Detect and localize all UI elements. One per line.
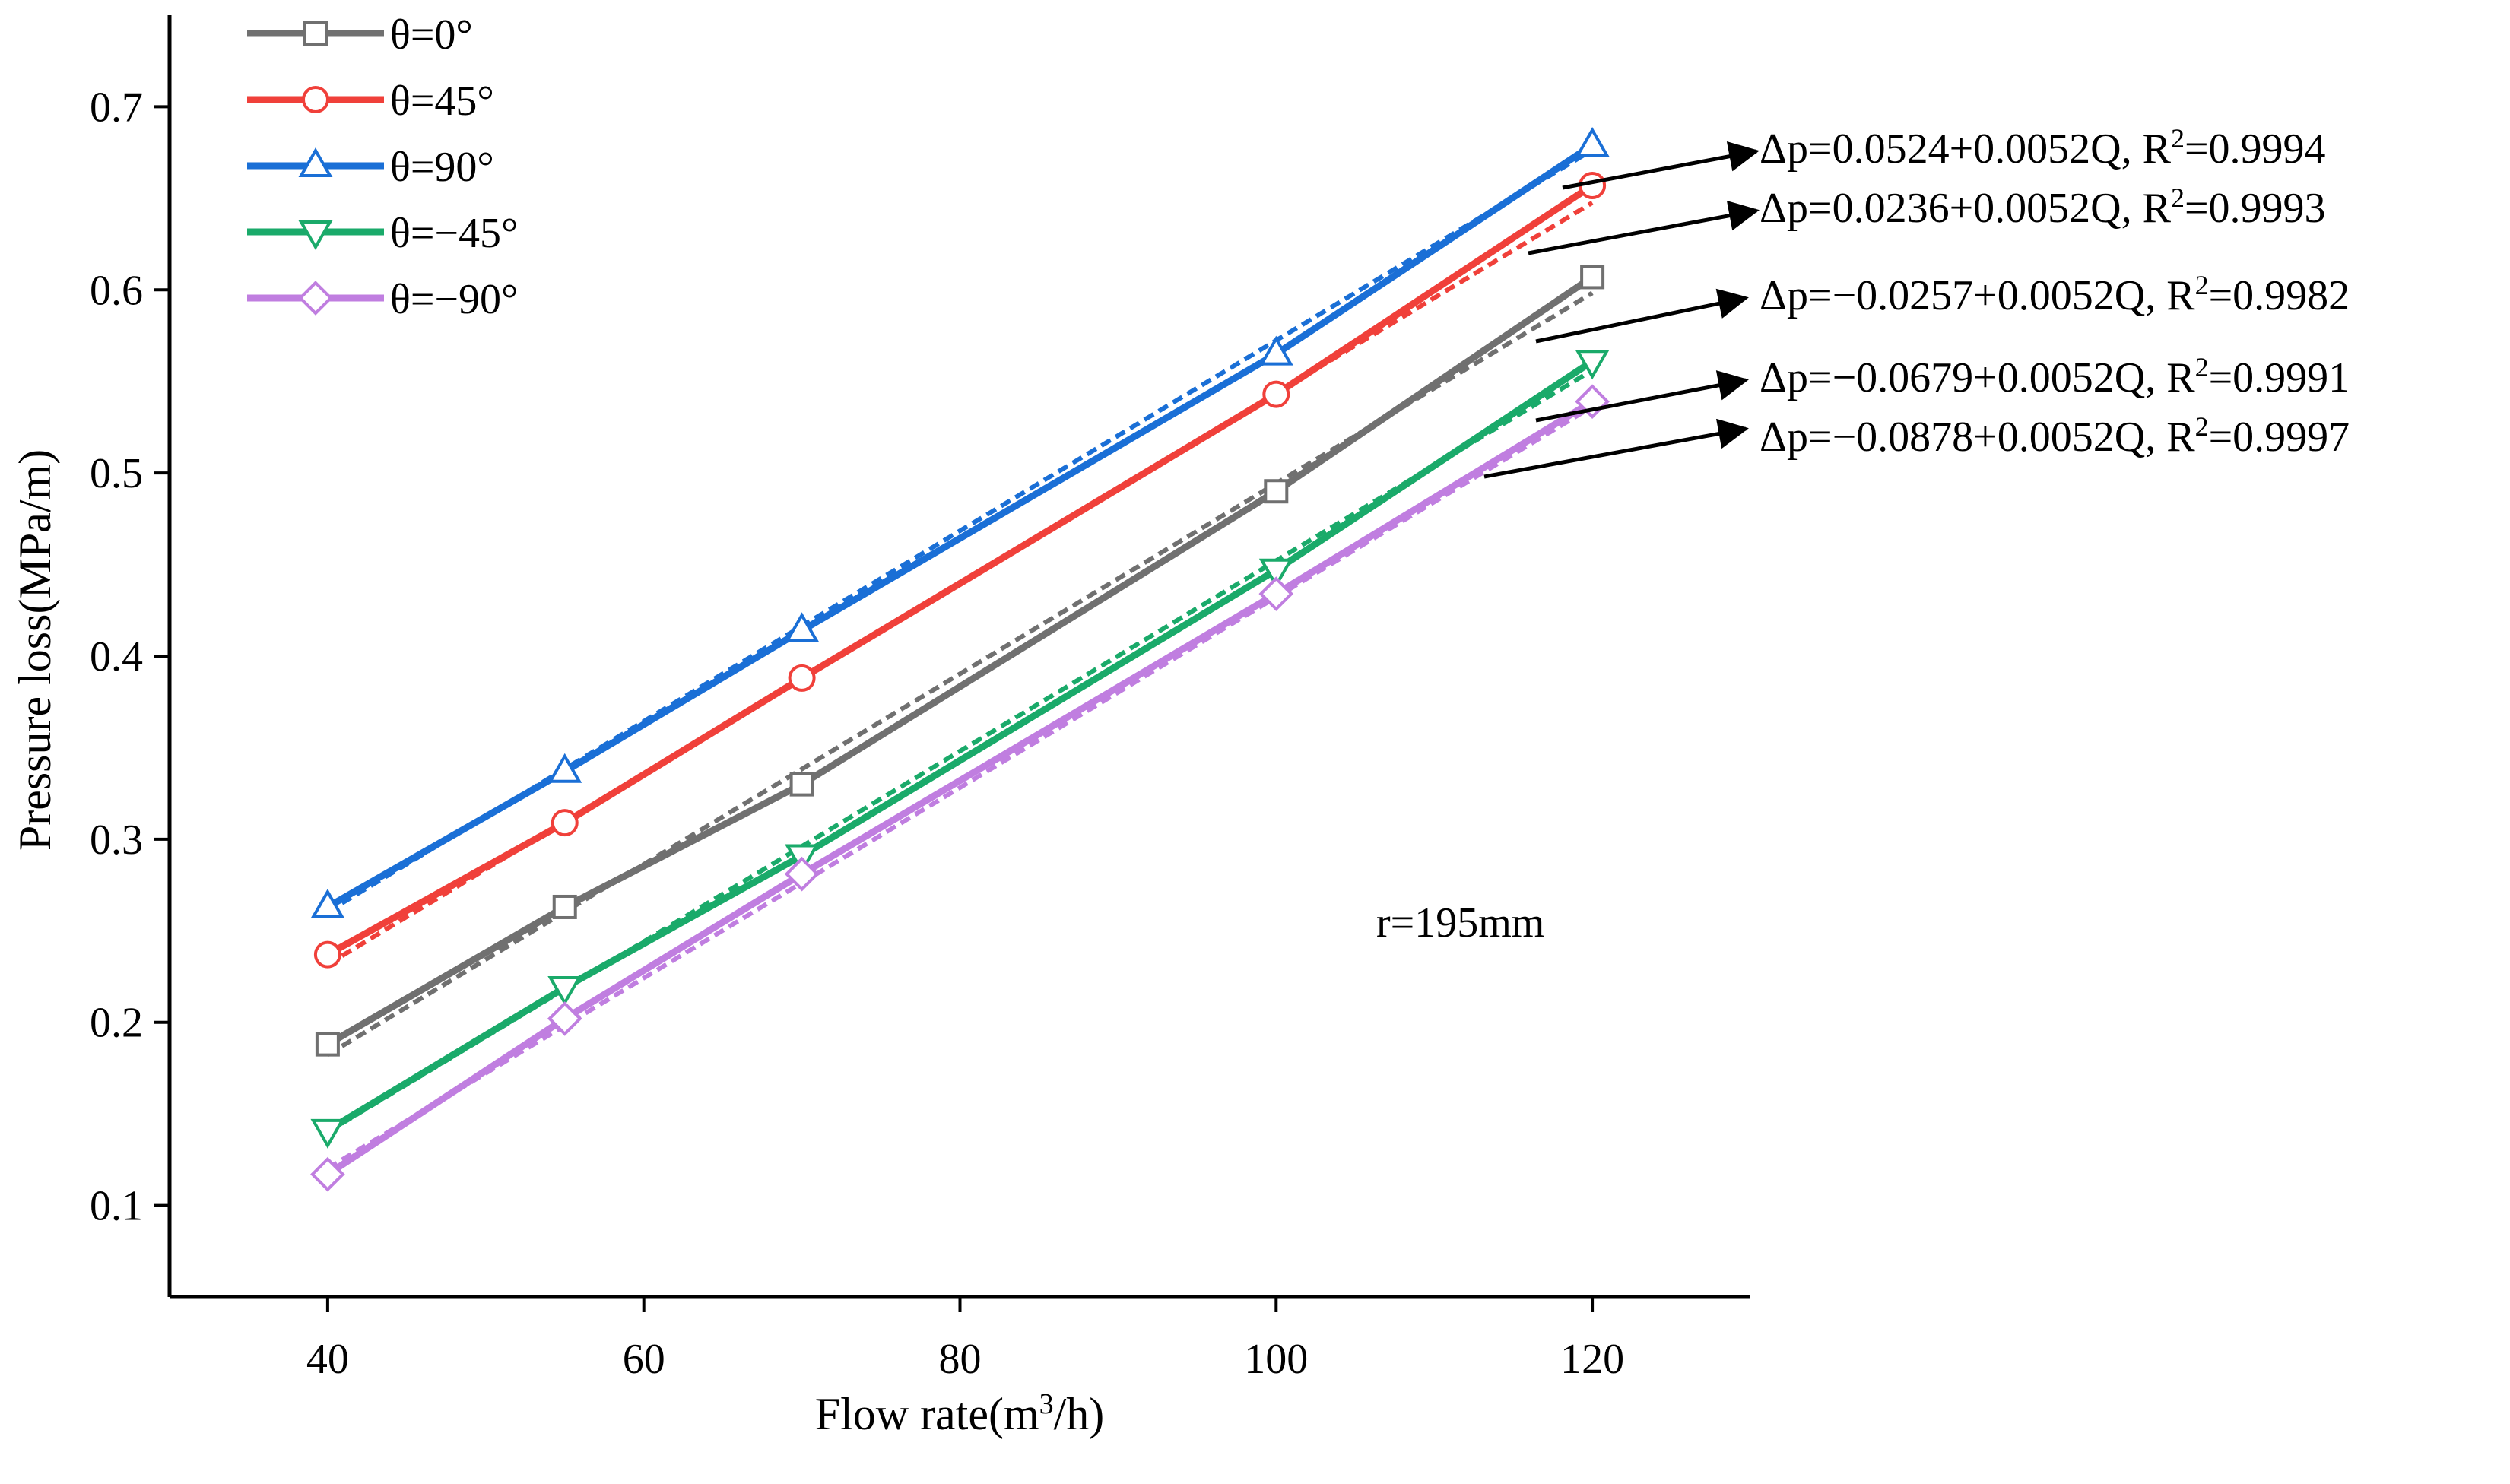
data-point-theta-90 (1575, 127, 1610, 157)
legend-marker-theta-minus-90 (298, 281, 333, 316)
data-point-theta-minus-45 (1258, 558, 1293, 588)
data-point-theta-0 (1580, 265, 1605, 290)
data-point-theta-0 (315, 1032, 340, 1057)
data-point-theta-minus-90 (310, 1156, 345, 1192)
legend-marker-theta-minus-45 (298, 220, 333, 251)
x-tick-label: 80 (939, 1336, 982, 1383)
y-tick-label: 0.3 (90, 817, 143, 864)
fit-arrow-theta-0 (1535, 288, 1749, 344)
data-point-theta-minus-45 (1575, 350, 1610, 380)
fit-arrow-theta-minus-45 (1535, 370, 1749, 423)
y-tick-label: 0.4 (90, 633, 143, 680)
fit-line-theta-90 (326, 147, 1594, 914)
legend-label-theta-0: θ=0° (390, 11, 473, 59)
x-tick-label: 100 (1244, 1336, 1308, 1383)
legend-label-theta-90: θ=90° (390, 144, 494, 191)
y-tick-label: 0.2 (90, 1000, 143, 1047)
data-point-theta-90 (1258, 335, 1293, 366)
data-point-theta-45 (1262, 380, 1290, 408)
data-point-theta-minus-90 (784, 856, 820, 892)
data-point-theta-45 (551, 809, 579, 837)
fit-equation-theta-45: Δp=0.0236+0.0052Q, R2=0.9993 (1760, 182, 2326, 232)
y-axis-title: Pressure loss(MPa/m) (10, 449, 60, 851)
fit-equation-theta-0: Δp=−0.0257+0.0052Q, R2=0.9982 (1760, 270, 2350, 319)
y-tick-label: 0.7 (90, 84, 143, 131)
x-tick-label: 60 (623, 1336, 665, 1383)
data-point-theta-minus-45 (547, 975, 582, 1006)
legend-label-theta-minus-90: θ=−90° (390, 276, 518, 323)
fit-equation-theta-minus-90: Δp=−0.0878+0.0052Q, R2=0.9997 (1760, 411, 2350, 461)
legend-label-theta-minus-45: θ=−45° (390, 210, 518, 257)
data-point-theta-45 (313, 940, 341, 969)
y-tick-label: 0.6 (90, 267, 143, 314)
data-point-theta-0 (789, 772, 814, 797)
data-point-theta-minus-90 (547, 1001, 582, 1036)
x-axis-title: Flow rate(m3/h) (815, 1388, 1105, 1439)
data-point-theta-90 (785, 612, 820, 642)
fit-equation-theta-90: Δp=0.0524+0.0052Q, R2=0.9994 (1760, 123, 2326, 173)
legend: θ=0° θ=45° θ=90° θ=−45° θ=−90° (247, 11, 518, 323)
data-point-theta-90 (547, 753, 582, 783)
data-point-theta-0 (552, 894, 577, 919)
fit-arrow-theta-90 (1562, 141, 1760, 190)
legend-label-theta-45: θ=45° (390, 78, 494, 125)
axes: 40 60 80 100 120 0.1 0.2 0.3 0.4 0.5 0.6 0.7 (90, 15, 1750, 1383)
legend-marker-theta-0 (303, 21, 328, 46)
data-point-theta-0 (1264, 479, 1289, 504)
data-point-theta-minus-45 (310, 1118, 345, 1149)
data-point-theta-minus-90 (1258, 576, 1294, 611)
data-point-theta-90 (310, 888, 345, 918)
legend-marker-theta-90 (298, 147, 333, 177)
y-tick-label: 0.5 (90, 450, 143, 497)
fit-equations: Δp=0.0524+0.0052Q, R2=0.9994 Δp=0.0236+0.… (1483, 123, 2350, 479)
fit-arrow-theta-45 (1528, 200, 1760, 255)
fit-arrow-theta-minus-90 (1483, 418, 1749, 479)
fit-equation-theta-minus-45: Δp=−0.0679+0.0052Q, R2=0.9991 (1760, 352, 2350, 401)
data-point-theta-45 (788, 664, 816, 692)
x-tick-label: 40 (306, 1336, 349, 1383)
radius-note: r=195mm (1376, 899, 1544, 947)
series-markers (310, 127, 1610, 1192)
legend-marker-theta-45 (302, 86, 329, 113)
y-tick-label: 0.1 (90, 1183, 143, 1230)
x-tick-label: 120 (1560, 1336, 1624, 1383)
